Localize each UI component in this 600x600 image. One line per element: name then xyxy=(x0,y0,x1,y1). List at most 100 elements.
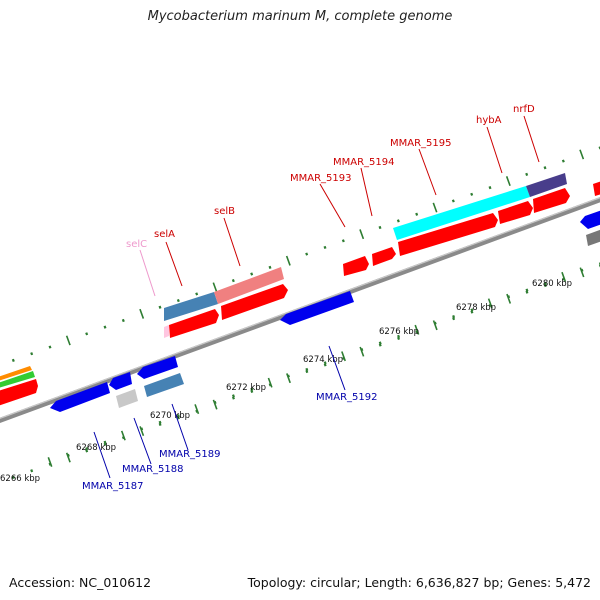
gene-left-orange[interactable] xyxy=(0,366,32,382)
label-MMAR_5188[interactable]: MMAR_5188 xyxy=(122,464,184,475)
gene-nrfD-box[interactable] xyxy=(533,188,570,213)
tick-mark xyxy=(250,272,254,276)
tick-label-6274: 6274 kbp xyxy=(303,355,343,365)
label-hybA[interactable]: hybA xyxy=(476,115,502,126)
leader-selC xyxy=(139,249,156,297)
tick-mark xyxy=(561,159,565,163)
label-MMAR_5192[interactable]: MMAR_5192 xyxy=(316,392,378,403)
tick-mark xyxy=(378,343,382,347)
accession-text: Accession: NC_010612 xyxy=(9,575,152,590)
tick-mark xyxy=(120,430,126,441)
tick-mark xyxy=(432,202,438,213)
tick-mark xyxy=(268,265,272,269)
gene-left-blue-small[interactable] xyxy=(109,372,132,390)
leader-hybA xyxy=(486,126,503,174)
leader-MMAR_5189 xyxy=(171,403,189,451)
leader-selA xyxy=(165,241,183,287)
tick-label-6268: 6268 kbp xyxy=(76,443,116,453)
tick-mark xyxy=(231,279,235,283)
tick-mark xyxy=(506,293,512,304)
gene-right-gray[interactable] xyxy=(586,228,600,246)
tick-mark xyxy=(121,436,125,440)
tick-mark xyxy=(305,252,309,256)
gene-MMAR_5193-box[interactable] xyxy=(343,256,369,276)
genome-summary-text: Topology: circular; Length: 6,636,827 bp… xyxy=(247,575,591,590)
gene-MMAR_5195-cyan[interactable] xyxy=(393,186,530,240)
label-nrfD[interactable]: nrfD xyxy=(513,104,535,115)
gene-MMAR_5194-box[interactable] xyxy=(372,247,396,266)
tick-mark xyxy=(65,335,71,346)
gene-MMAR_5192-box[interactable] xyxy=(280,291,354,325)
tick-mark xyxy=(176,416,180,420)
tick-mark xyxy=(121,318,125,323)
tick-mark xyxy=(359,229,365,240)
tick-mark xyxy=(415,212,419,216)
tick-mark xyxy=(286,373,291,384)
tick-mark xyxy=(323,245,327,250)
tick-label-6276: 6276 kbp xyxy=(379,327,419,337)
map-title: Mycobacterium marinum M, complete genome xyxy=(147,9,453,24)
gene-left-red[interactable] xyxy=(0,379,38,407)
gene-MMAR_5195-box[interactable] xyxy=(398,213,498,256)
tick-mark xyxy=(194,404,200,415)
gene-MMAR_5189-blue[interactable] xyxy=(137,356,178,379)
label-MMAR_5187[interactable]: MMAR_5187 xyxy=(82,481,144,492)
reverse-labels: MMAR_5187 MMAR_5188 MMAR_5189 MMAR_5192 xyxy=(82,345,378,492)
label-MMAR_5193[interactable]: MMAR_5193 xyxy=(290,173,352,184)
tick-track-far xyxy=(11,264,600,479)
tick-mark xyxy=(48,345,52,349)
tick-label-6266: 6266 kbp xyxy=(0,474,40,484)
tick-mark xyxy=(488,303,492,307)
gene-selC-box[interactable] xyxy=(164,325,169,338)
tick-mark xyxy=(103,325,107,329)
tick-mark xyxy=(470,310,474,314)
label-MMAR_5194[interactable]: MMAR_5194 xyxy=(333,157,395,168)
tick-mark xyxy=(397,336,401,341)
gene-MMAR_5187-box[interactable] xyxy=(50,382,110,412)
gene-selB-box[interactable] xyxy=(221,284,288,320)
gene-selA-box[interactable] xyxy=(169,309,219,338)
leader-MMAR_5195 xyxy=(418,148,437,196)
tick-mark xyxy=(359,346,365,357)
tick-mark xyxy=(65,452,71,463)
leader-MMAR_5193 xyxy=(319,183,346,228)
label-MMAR_5189[interactable]: MMAR_5189 xyxy=(159,449,221,460)
tick-mark xyxy=(452,317,456,321)
leader-nrfD xyxy=(523,115,540,163)
gene-hybA-box[interactable] xyxy=(498,201,533,224)
gene-selA-blue[interactable] xyxy=(164,292,218,321)
tick-mark xyxy=(543,166,547,170)
label-selC[interactable]: selC xyxy=(126,239,147,250)
gene-right-red[interactable] xyxy=(593,180,600,196)
tick-mark xyxy=(451,199,455,203)
label-selB[interactable]: selB xyxy=(214,206,235,217)
tick-mark xyxy=(562,277,566,281)
gene-nrfD-navy[interactable] xyxy=(526,173,567,197)
tick-mark xyxy=(342,356,346,360)
tick-mark xyxy=(139,426,145,437)
tick-mark xyxy=(85,449,89,453)
label-MMAR_5195[interactable]: MMAR_5195 xyxy=(390,138,452,149)
gene-selB-pink[interactable] xyxy=(214,267,284,304)
tick-label-6280: 6280 kbp xyxy=(532,279,572,289)
gene-MMAR_5189-box[interactable] xyxy=(144,373,184,397)
gene-MMAR_5188-box[interactable] xyxy=(116,389,138,408)
label-selA[interactable]: selA xyxy=(154,229,175,240)
tick-mark xyxy=(488,186,492,190)
leader-selB xyxy=(223,217,241,267)
leader-MMAR_5188 xyxy=(133,417,152,465)
tick-mark xyxy=(11,358,15,362)
tick-mark xyxy=(415,330,419,334)
tick-mark xyxy=(505,176,511,186)
reverse-strand-genes xyxy=(50,209,600,412)
tick-mark xyxy=(85,332,89,336)
tick-mark xyxy=(139,308,145,319)
tick-mark xyxy=(378,225,382,230)
tick-mark xyxy=(414,324,420,335)
gene-right-blue[interactable] xyxy=(580,209,600,229)
gene-left-green[interactable] xyxy=(0,371,35,389)
tick-label-6272: 6272 kbp xyxy=(226,383,266,393)
tick-mark xyxy=(103,442,107,446)
tick-mark xyxy=(285,255,291,266)
